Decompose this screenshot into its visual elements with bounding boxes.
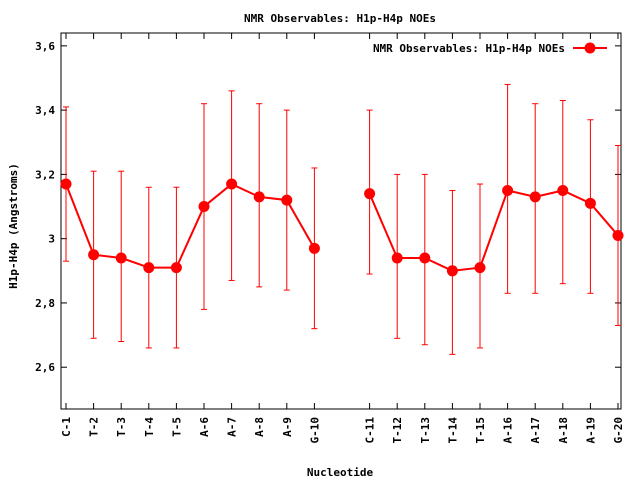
x-tick-label: C-11	[364, 417, 377, 444]
data-point	[419, 252, 431, 264]
x-axis-label: Nucleotide	[307, 466, 374, 479]
x-tick-label: T-13	[419, 417, 432, 444]
data-point	[612, 229, 624, 241]
x-tick-label: G-10	[308, 417, 321, 444]
x-tick-label: T-4	[143, 417, 156, 437]
data-point	[584, 197, 596, 209]
x-tick-label: A-18	[557, 417, 570, 444]
data-point	[502, 184, 514, 196]
data-point	[198, 201, 210, 213]
x-tick-label: T-5	[170, 417, 183, 437]
y-tick-label: 3,4	[35, 104, 55, 117]
data-point	[364, 188, 376, 200]
data-point	[529, 191, 541, 203]
x-tick-label: A-19	[584, 417, 597, 444]
data-point	[446, 265, 458, 277]
data-point	[60, 178, 72, 190]
x-tick-label: T-2	[88, 417, 101, 437]
x-tick-label: A-9	[281, 417, 294, 437]
series-line	[368, 189, 619, 272]
data-point	[308, 242, 320, 254]
legend-label: NMR Observables: H1p-H4p NOEs	[373, 42, 565, 55]
y-axis-label: H1p-H4p (Angstroms)	[7, 163, 20, 289]
x-tick-label: A-16	[502, 417, 515, 444]
y-tick-label: 3,6	[35, 40, 55, 53]
x-tick-label: A-17	[529, 417, 542, 444]
legend-marker	[584, 42, 596, 54]
x-tick-label: A-7	[226, 417, 239, 437]
y-tick-label: 2,8	[35, 297, 55, 310]
x-tick-label: T-3	[115, 417, 128, 437]
y-tick-label: 3	[48, 233, 55, 246]
plot-area: 2,6 2,8 3 3,2 3,4 3,6 C-1 T-2 T-3 T-4 T-5 A-6 A-7 A-8…	[35, 32, 625, 444]
x-tick-label: C-1	[60, 417, 73, 437]
chart-title: NMR Observables: H1p-H4p NOEs	[244, 12, 436, 25]
data-point	[170, 262, 182, 274]
x-tick-label: A-6	[198, 417, 211, 437]
legend: NMR Observables: H1p-H4p NOEs	[373, 42, 607, 55]
y-tick-label: 2,6	[35, 361, 55, 374]
data-point	[143, 262, 155, 274]
x-tick-label: G-20	[612, 417, 625, 444]
x-tick-label: A-8	[253, 417, 266, 437]
series-line	[65, 182, 316, 269]
data-point	[253, 191, 265, 203]
data-point	[115, 252, 127, 264]
data-point	[557, 184, 569, 196]
x-tick-label: T-14	[446, 417, 459, 444]
plot-frame	[60, 32, 622, 410]
y-tick-label: 3,2	[35, 168, 55, 181]
data-point	[88, 249, 100, 261]
data-point	[226, 178, 238, 190]
data-point	[391, 252, 403, 264]
x-tick-label: T-15	[474, 417, 487, 444]
data-point	[474, 262, 486, 274]
data-point	[281, 194, 293, 206]
x-tick-label: T-12	[391, 417, 404, 444]
